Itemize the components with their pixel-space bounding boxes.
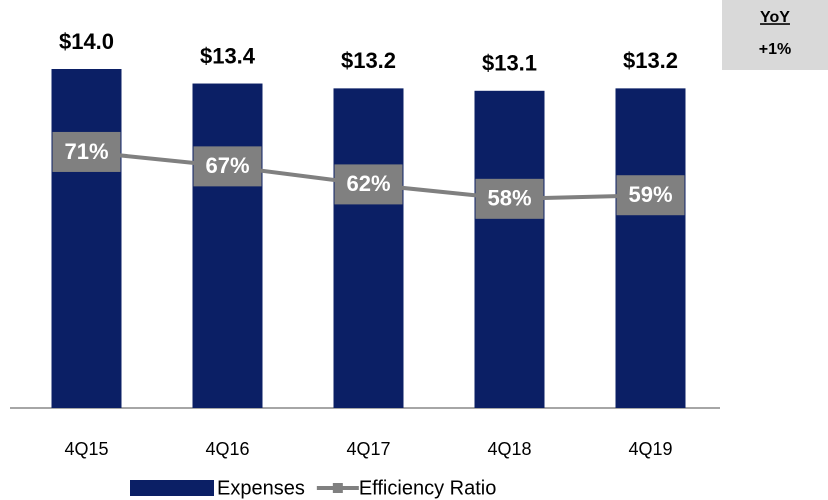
legend-label: Expenses (217, 477, 305, 499)
line-label: 67% (205, 153, 249, 178)
x-tick-label: 4Q15 (64, 439, 108, 459)
x-tick-label: 4Q18 (487, 439, 531, 459)
line-label: 71% (64, 139, 108, 164)
x-tick-label: 4Q19 (628, 439, 672, 459)
legend-label: Efficiency Ratio (359, 477, 496, 499)
line-label-box (475, 178, 544, 219)
yoy-box (722, 0, 828, 70)
bar (474, 90, 545, 409)
bar-label: $14.0 (59, 29, 114, 54)
bar (615, 88, 686, 408)
x-tick-label: 4Q16 (205, 439, 249, 459)
bar (51, 69, 122, 408)
line-label-box (334, 164, 403, 205)
bar-label: $13.2 (341, 48, 396, 73)
line-label-box (52, 131, 121, 172)
legend-swatch (130, 480, 214, 496)
line-label-box (193, 146, 262, 187)
x-tick-label: 4Q17 (346, 439, 390, 459)
line-label: 59% (628, 182, 672, 207)
yoy-value: +1% (759, 41, 791, 58)
bar-label: $13.4 (200, 43, 256, 68)
bar-label: $13.1 (482, 51, 537, 76)
line-label-box (616, 175, 685, 216)
line-label: 62% (346, 171, 390, 196)
bar (333, 88, 404, 408)
line-label: 58% (487, 186, 531, 211)
bar-label: $13.2 (623, 48, 678, 73)
legend-marker (332, 483, 343, 493)
bar (192, 83, 263, 409)
yoy-title: YoY (760, 9, 790, 26)
